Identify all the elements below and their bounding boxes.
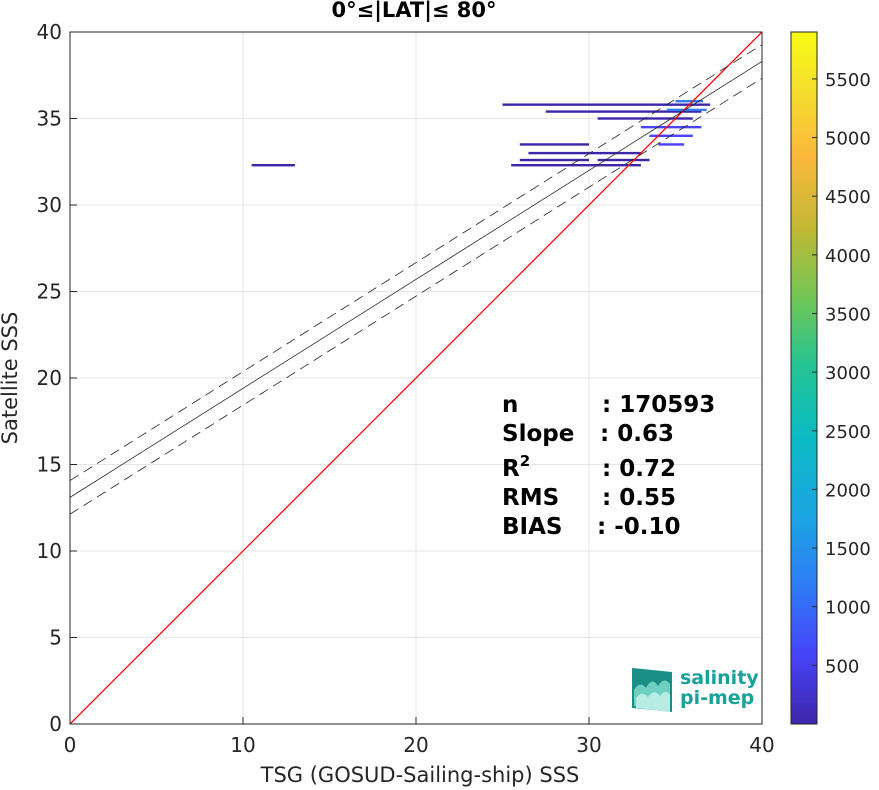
colorbar-tick-label: 5500 — [825, 70, 871, 91]
stat-bias-value: : -0.10 — [597, 514, 681, 540]
y-axis: 0 5 10 15 20 25 30 35 40 — [37, 20, 77, 736]
stat-n-value: : 170593 — [602, 392, 715, 418]
stat-r2-letter: R — [502, 456, 520, 482]
stats-box: n : 170593 Slope : 0.63 R2 : 0.72 RMS : … — [502, 392, 715, 540]
y-tick-label: 40 — [37, 20, 62, 44]
upper-band-line — [70, 44, 762, 481]
y-tick-label: 25 — [37, 280, 62, 304]
stat-rms-value: : 0.55 — [602, 485, 676, 511]
y-tick-label: 5 — [49, 626, 62, 650]
density-point — [511, 164, 641, 167]
y-tick-label: 0 — [49, 712, 62, 736]
one-to-one-line — [70, 32, 762, 724]
colorbar-tick-label: 4000 — [825, 246, 871, 267]
colorbar-tick-label: 3500 — [825, 304, 871, 325]
colorbar-tick-label: 2500 — [825, 422, 871, 443]
stat-bias-label: BIAS — [502, 514, 562, 540]
stat-r2-superscript: 2 — [520, 452, 530, 470]
y-axis-label: Satellite SSS — [0, 312, 22, 445]
stat-n-label: n — [502, 392, 518, 418]
density-point — [675, 100, 704, 103]
stat-slope-label: Slope — [502, 421, 574, 447]
salinity-pimep-logo: salinity pi-mep — [632, 667, 759, 712]
x-tick-label: 10 — [230, 733, 255, 757]
density-point — [666, 108, 707, 112]
y-tick-label: 30 — [37, 193, 62, 217]
colorbar-tick-label: 1500 — [825, 539, 871, 560]
density-point — [502, 103, 711, 106]
colorbar-tick-label: 2000 — [825, 480, 871, 501]
stat-rms-label: RMS — [502, 485, 559, 511]
x-tick-label: 20 — [403, 733, 428, 757]
density-point — [658, 143, 685, 146]
density-point — [519, 143, 589, 146]
stat-r2-value: : 0.72 — [602, 456, 676, 482]
colorbar-tick-label: 1000 — [825, 598, 871, 619]
colorbar-tick-label: 500 — [825, 656, 859, 677]
x-tick-label: 0 — [64, 733, 77, 757]
x-axis: 0 10 20 30 40 — [64, 717, 775, 757]
stat-r2-label: R2 — [502, 452, 530, 482]
y-tick-label: 15 — [37, 453, 62, 477]
x-tick-label: 40 — [749, 733, 774, 757]
colorbar — [790, 31, 818, 725]
chart-title: 0°≤|LAT|≤ 80° — [331, 0, 496, 23]
x-tick-label: 30 — [576, 733, 601, 757]
y-tick-label: 20 — [37, 366, 62, 390]
regression-line — [70, 61, 762, 498]
x-axis-label: TSG (GOSUD-Sailing-ship) SSS — [260, 763, 580, 787]
density-point — [519, 158, 589, 162]
density-point — [640, 125, 702, 129]
colorbar-ticks: 500 1000 1500 2000 2500 3000 3500 4000 4500 5000 5… — [812, 70, 871, 677]
y-tick-label: 35 — [37, 107, 62, 131]
density-point — [528, 151, 641, 155]
y-tick-label: 10 — [37, 539, 62, 563]
logo-line2: pi-mep — [680, 687, 754, 709]
colorbar-tick-label: 4500 — [825, 187, 871, 208]
density-point — [597, 158, 650, 162]
colorbar-tick-label: 3000 — [825, 363, 871, 384]
lower-band-line — [70, 77, 762, 515]
logo-line1: salinity — [680, 667, 759, 689]
plot-area — [70, 32, 762, 724]
colorbar-tick-label: 5000 — [825, 129, 871, 150]
stat-slope-value: : 0.63 — [600, 421, 674, 447]
density-point — [545, 110, 702, 113]
density-point — [251, 164, 295, 167]
